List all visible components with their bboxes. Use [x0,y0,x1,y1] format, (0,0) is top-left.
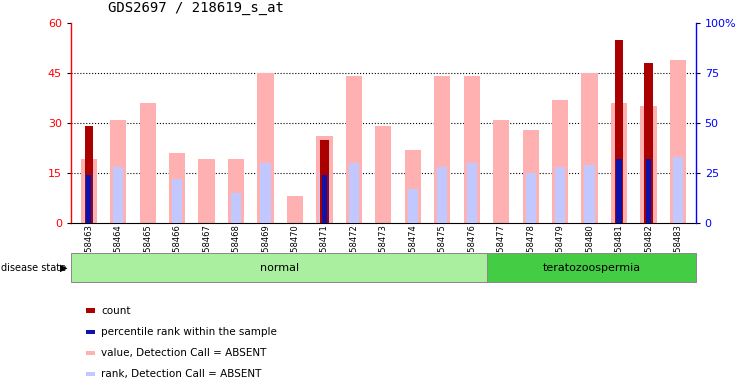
Bar [434,76,450,223]
Bar [287,196,303,223]
Bar [672,157,683,223]
Bar [526,173,536,223]
Text: value, Detection Call = ABSENT: value, Detection Call = ABSENT [101,348,266,358]
Bar [646,159,652,223]
Bar [555,167,565,223]
Bar [405,149,421,223]
Bar [110,119,126,223]
Bar [316,136,333,223]
Bar [611,103,627,223]
Text: rank, Detection Call = ABSENT: rank, Detection Call = ABSENT [101,369,261,379]
Bar [71,253,488,282]
Text: GDS2697 / 218619_s_at: GDS2697 / 218619_s_at [108,2,284,15]
Bar [172,179,183,223]
Bar [581,73,598,223]
Bar [260,163,271,223]
Bar [231,193,241,223]
Bar [169,153,186,223]
Bar [644,63,652,223]
Bar [349,163,359,223]
Bar [467,163,477,223]
Bar [320,139,328,223]
Text: disease state: disease state [1,263,67,273]
Bar [140,103,156,223]
Bar [616,159,622,223]
Bar [257,73,274,223]
Bar [322,175,327,223]
Text: ▶: ▶ [60,263,67,273]
Bar [346,76,362,223]
Text: normal: normal [260,263,298,273]
Bar [81,159,96,223]
Bar [464,76,479,223]
Bar [85,126,93,223]
Bar [437,167,447,223]
Bar [113,167,123,223]
Bar [552,99,568,223]
Bar [408,189,418,223]
Bar [84,173,94,223]
Bar [488,253,696,282]
Bar [493,119,509,223]
Bar [615,40,623,223]
Text: teratozoospermia: teratozoospermia [542,263,640,273]
Bar [86,175,91,223]
Bar [198,159,215,223]
Bar [640,106,657,223]
Bar [584,165,595,223]
Text: count: count [101,306,130,316]
Bar [319,173,330,223]
Text: percentile rank within the sample: percentile rank within the sample [101,327,277,337]
Bar [523,129,539,223]
Bar [375,126,391,223]
Bar [228,159,244,223]
Bar [670,60,686,223]
